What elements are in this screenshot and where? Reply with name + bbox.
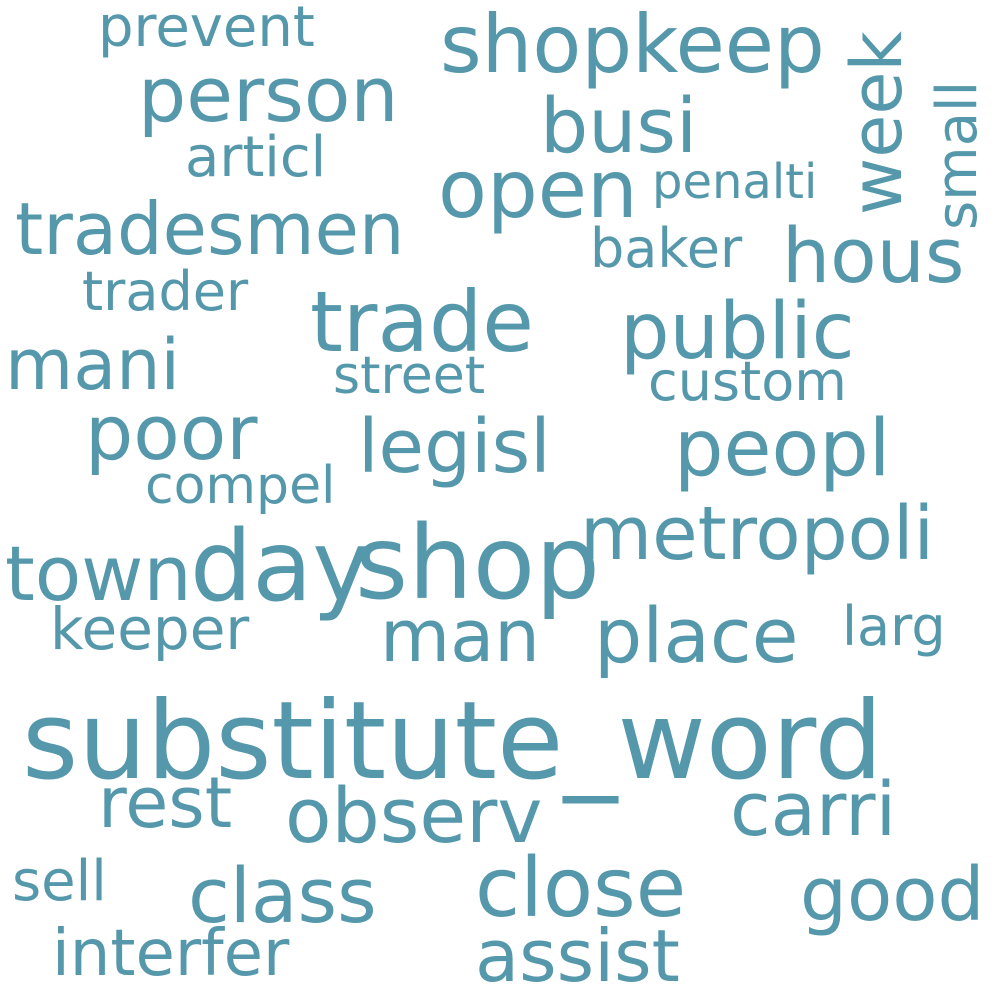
word-interfer: interfer bbox=[52, 917, 290, 991]
word-shop: shop bbox=[355, 504, 600, 623]
word-peopl: peopl bbox=[674, 404, 891, 494]
word-class: class bbox=[188, 851, 377, 940]
word-tradesmen: tradesmen bbox=[15, 187, 405, 271]
word-shopkeep: shopkeep bbox=[440, 0, 825, 91]
word-baker: baker bbox=[590, 217, 743, 280]
word-small: small bbox=[925, 80, 990, 230]
word-trade: trade bbox=[310, 273, 534, 371]
word-mani: mani bbox=[5, 324, 180, 406]
word-street: street bbox=[333, 346, 486, 406]
word-poor: poor bbox=[85, 388, 258, 477]
word-good: good bbox=[800, 852, 985, 938]
word-keeper: keeper bbox=[50, 595, 250, 663]
word-open: open bbox=[438, 143, 638, 236]
word-week: week bbox=[836, 31, 918, 215]
word-hous: hous bbox=[782, 211, 965, 300]
word-trader: trader bbox=[82, 260, 249, 323]
word-person: person bbox=[138, 50, 399, 139]
word-place: place bbox=[594, 591, 799, 680]
word-day: day bbox=[190, 510, 371, 624]
word-sell: sell bbox=[12, 849, 107, 914]
word-observ: observ bbox=[285, 771, 543, 860]
word-legisl: legisl bbox=[358, 404, 551, 490]
word-town: town bbox=[5, 529, 192, 618]
word-compel: compel bbox=[145, 456, 336, 516]
word-substitute_word: substitute_word bbox=[22, 679, 883, 804]
word-busi: busi bbox=[540, 81, 698, 170]
word-penalti: penalti bbox=[652, 154, 818, 210]
word-man: man bbox=[380, 594, 540, 678]
word-articl: articl bbox=[185, 125, 327, 190]
word-assist: assist bbox=[475, 914, 680, 998]
word-custom: custom bbox=[648, 350, 847, 413]
word-metropoli: metropoli bbox=[580, 491, 935, 577]
word-close: close bbox=[475, 841, 687, 936]
word-public: public bbox=[620, 287, 855, 377]
word-carri: carri bbox=[730, 767, 897, 853]
word-prevent: prevent bbox=[98, 0, 315, 60]
word-larg: larg bbox=[842, 595, 946, 658]
word-rest: rest bbox=[98, 762, 233, 844]
